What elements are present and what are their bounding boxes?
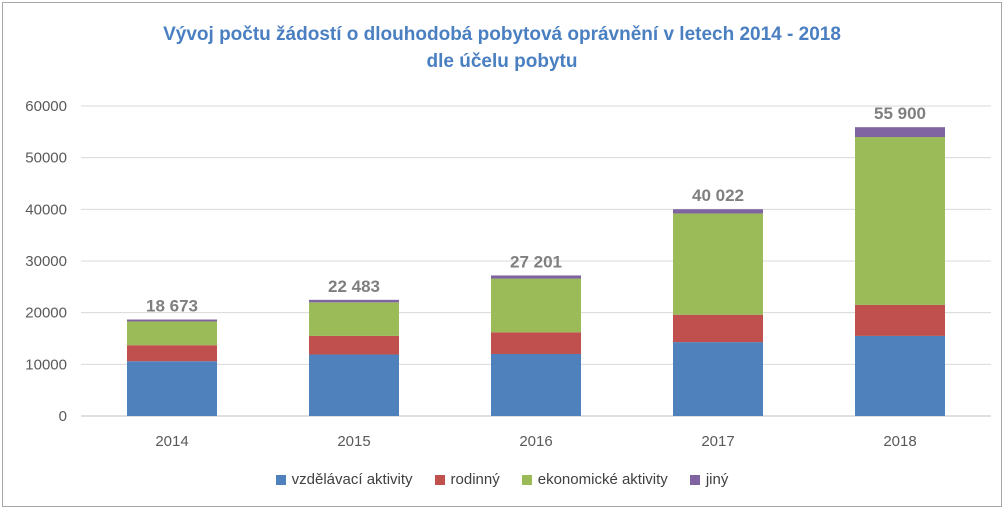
bar-segment	[855, 137, 945, 305]
bar-segment	[673, 342, 763, 416]
legend-label: vzdělávací aktivity	[291, 471, 413, 488]
legend-item: rodinný	[434, 471, 500, 488]
legend-label: jiný	[705, 471, 729, 488]
bar-segment	[855, 304, 945, 336]
x-tick-label: 2016	[519, 433, 552, 450]
legend-swatch	[521, 474, 532, 485]
legend-swatch	[689, 474, 700, 485]
legend-item: jiný	[689, 471, 729, 488]
legend-label: ekonomické aktivity	[537, 471, 668, 488]
bar-segment	[491, 332, 581, 354]
x-tick-label: 2018	[883, 433, 916, 450]
total-data-label: 18 673	[146, 297, 198, 316]
legend-swatch	[275, 474, 286, 485]
bar-segment	[127, 345, 217, 362]
bar-segment	[309, 335, 399, 355]
total-data-label: 22 483	[328, 277, 380, 296]
total-data-label: 55 900	[874, 104, 926, 123]
bar-segment	[855, 335, 945, 416]
x-tick-label: 2017	[701, 433, 734, 450]
x-tick-label: 2014	[155, 433, 188, 450]
chart-title-line1: Vývoj počtu žádostí o dlouhodobá pobytov…	[163, 24, 841, 45]
chart-title: Vývoj počtu žádostí o dlouhodobá pobytov…	[3, 21, 1001, 75]
legend-swatch	[434, 474, 445, 485]
bar-segment	[309, 299, 399, 303]
bar-segment	[673, 314, 763, 343]
bar-segment	[491, 278, 581, 333]
y-tick-label: 30000	[25, 253, 67, 270]
legend-item: vzdělávací aktivity	[275, 471, 413, 488]
y-tick-label: 20000	[25, 305, 67, 322]
chart-subtitle: dle účelu pobytu	[426, 51, 578, 72]
y-tick-label: 40000	[25, 201, 67, 218]
chart-frame: Vývoj počtu žádostí o dlouhodobá pobytov…	[2, 2, 1002, 507]
bar-segment	[127, 361, 217, 416]
bar-segment	[673, 213, 763, 315]
bar-segment	[309, 302, 399, 336]
bar-segment	[491, 354, 581, 416]
legend-label: rodinný	[450, 471, 500, 488]
bar-segment	[309, 354, 399, 416]
bar-segment	[673, 209, 763, 214]
x-tick-label: 2015	[337, 433, 370, 450]
bar-segment	[127, 319, 217, 322]
chart-legend: vzdělávací aktivity rodinný ekonomické akt…	[3, 471, 1001, 489]
bar-segment	[855, 127, 945, 137]
bar-segment	[491, 275, 581, 279]
y-tick-label: 60000	[25, 98, 67, 115]
y-tick-label: 0	[59, 408, 67, 425]
bar-segment	[127, 321, 217, 346]
total-data-label: 40 022	[692, 186, 744, 205]
y-tick-label: 10000	[25, 356, 67, 373]
legend-item: ekonomické aktivity	[521, 471, 668, 488]
chart-plot: 0 10000 20000 30000 40000 50000 60000 18 673 201…	[25, 98, 991, 450]
total-data-label: 27 201	[510, 252, 562, 271]
y-tick-label: 50000	[25, 150, 67, 167]
